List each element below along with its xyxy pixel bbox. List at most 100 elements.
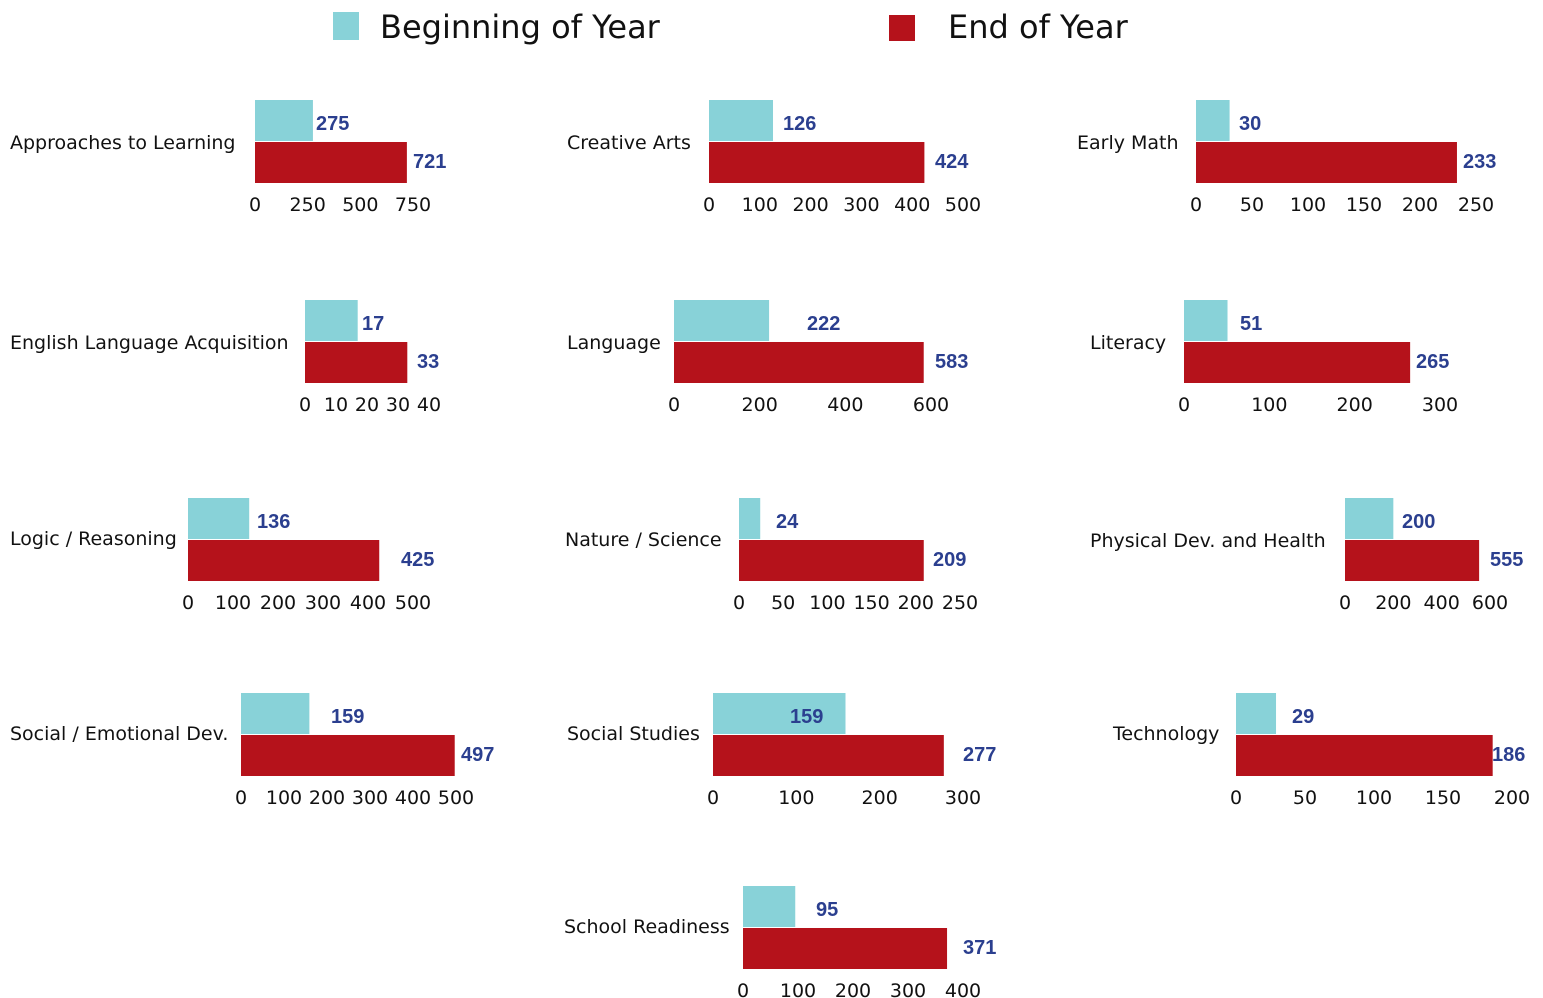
category-label: Language — [567, 332, 661, 354]
value-label-end: 33 — [417, 351, 439, 373]
x-tick-label: 10 — [324, 394, 348, 416]
x-tick-label: 200 — [1337, 394, 1373, 416]
value-label-beginning: 126 — [783, 113, 816, 135]
category-label: Technology — [1112, 723, 1219, 745]
value-label-beginning: 159 — [331, 706, 364, 728]
category-label: Social Studies — [567, 723, 700, 745]
panel: Early Math 30 233 0 50 100 150 200 250 — [1077, 100, 1496, 216]
x-tick-label: 250 — [1458, 194, 1494, 216]
x-tick-label: 100 — [742, 194, 778, 216]
x-tick-label: 0 — [1230, 787, 1242, 809]
x-tick-label: 150 — [1425, 787, 1461, 809]
value-label-beginning: 159 — [790, 706, 823, 728]
value-label-end: 424 — [935, 151, 969, 173]
bar-end-of-year — [739, 540, 924, 581]
x-tick-label: 0 — [733, 592, 745, 614]
bar-beginning-of-year — [713, 693, 846, 734]
value-label-end: 233 — [1463, 151, 1496, 173]
x-tick-label: 0 — [299, 394, 311, 416]
x-tick-label: 200 — [792, 194, 828, 216]
panel: Logic / Reasoning 136 425 0 100 200 300 400 500 — [10, 498, 434, 614]
category-label: Social / Emotional Dev. — [10, 723, 228, 745]
x-tick-label: 50 — [1240, 194, 1264, 216]
value-label-end: 277 — [963, 744, 996, 766]
x-tick-label: 250 — [290, 194, 326, 216]
panel: Physical Dev. and Health 200 555 0 200 400 600 — [1090, 498, 1523, 614]
bar-end-of-year — [241, 735, 455, 776]
x-tick-label: 50 — [1293, 787, 1317, 809]
panel: Technology 29 186 0 50 100 150 200 — [1112, 693, 1530, 809]
x-tick-label: 0 — [703, 194, 715, 216]
bar-beginning-of-year — [305, 300, 358, 341]
bar-end-of-year — [1345, 540, 1480, 581]
x-tick-label: 300 — [305, 592, 341, 614]
x-tick-label: 300 — [945, 787, 981, 809]
value-label-end: 583 — [935, 351, 968, 373]
x-tick-label: 500 — [945, 194, 981, 216]
category-label: Approaches to Learning — [10, 132, 236, 154]
value-label-beginning: 95 — [816, 899, 838, 921]
x-tick-label: 100 — [215, 592, 251, 614]
panel: Literacy 51 265 0 100 200 300 — [1090, 300, 1458, 416]
x-tick-label: 200 — [862, 787, 898, 809]
bar-end-of-year — [188, 540, 380, 581]
bar-end-of-year — [709, 142, 925, 183]
bar-end-of-year — [255, 142, 407, 183]
bar-beginning-of-year — [188, 498, 250, 539]
x-tick-label: 400 — [395, 787, 431, 809]
value-label-beginning: 136 — [257, 511, 290, 533]
value-label-beginning: 275 — [316, 113, 349, 135]
x-tick-label: 0 — [182, 592, 194, 614]
bar-end-of-year — [1236, 735, 1493, 776]
value-label-end: 186 — [1492, 744, 1525, 766]
panel: English Language Acquisition 17 33 0 10 20 30 4… — [10, 300, 441, 416]
panel: Approaches to Learning 275 721 0 250 500 750 — [10, 100, 446, 216]
category-label: Early Math — [1077, 132, 1179, 154]
x-tick-label: 200 — [1402, 194, 1438, 216]
bar-beginning-of-year — [709, 100, 774, 141]
value-label-end: 497 — [461, 744, 494, 766]
panel: Creative Arts 126 424 0 100 200 300 400 500 — [567, 100, 981, 216]
bar-end-of-year — [305, 342, 408, 383]
value-label-end: 555 — [1490, 549, 1523, 571]
bar-end-of-year — [674, 342, 924, 383]
x-tick-label: 0 — [249, 194, 261, 216]
x-tick-label: 100 — [809, 592, 845, 614]
bar-beginning-of-year — [241, 693, 310, 734]
x-tick-label: 100 — [780, 980, 816, 998]
x-tick-label: 200 — [260, 592, 296, 614]
category-label: Creative Arts — [567, 132, 691, 154]
bar-beginning-of-year — [739, 498, 761, 539]
legend-label-beginning: Beginning of Year — [380, 8, 661, 46]
value-label-end: 371 — [963, 937, 996, 959]
bar-beginning-of-year — [674, 300, 770, 341]
panel: Social / Emotional Dev. 159 497 0 100 200 300 4… — [10, 693, 494, 809]
x-tick-label: 500 — [342, 194, 378, 216]
value-label-beginning: 200 — [1402, 511, 1435, 533]
value-label-end: 425 — [401, 549, 434, 571]
value-label-beginning: 24 — [776, 511, 799, 533]
x-tick-label: 0 — [1339, 592, 1351, 614]
category-label: Nature / Science — [565, 529, 722, 551]
legend-swatch-beginning — [333, 12, 359, 40]
panel: Social Studies 159 277 0 100 200 300 — [567, 693, 996, 809]
x-tick-label: 500 — [395, 592, 431, 614]
bar-beginning-of-year — [743, 886, 796, 927]
x-tick-label: 400 — [1424, 592, 1460, 614]
category-label: Literacy — [1090, 332, 1166, 354]
bar-end-of-year — [1184, 342, 1411, 383]
x-tick-label: 500 — [438, 787, 474, 809]
x-tick-label: 300 — [1422, 394, 1458, 416]
x-tick-label: 750 — [395, 194, 431, 216]
legend-swatch-end — [889, 15, 915, 41]
x-tick-label: 100 — [1356, 787, 1392, 809]
x-tick-label: 200 — [1494, 787, 1530, 809]
legend-label-end: End of Year — [948, 8, 1129, 46]
x-tick-label: 50 — [771, 592, 795, 614]
x-tick-label: 100 — [1251, 394, 1287, 416]
x-tick-label: 250 — [942, 592, 978, 614]
bar-end-of-year — [1196, 142, 1457, 183]
x-tick-label: 40 — [417, 394, 441, 416]
